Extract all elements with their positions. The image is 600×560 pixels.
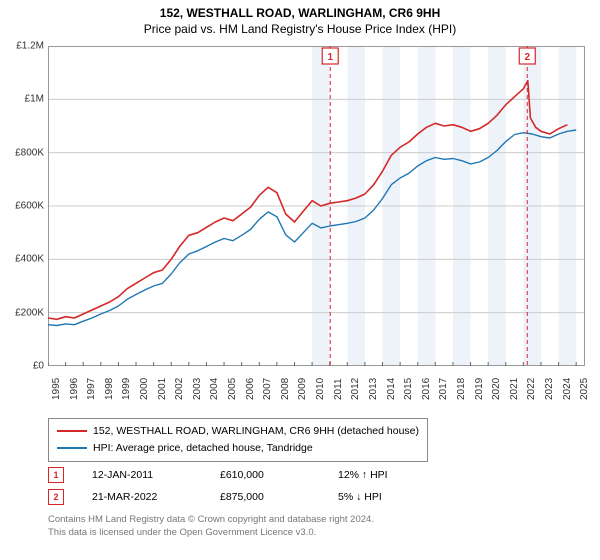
x-tick-label: 2009 — [297, 378, 308, 400]
footer-line1: Contains HM Land Registry data © Crown c… — [48, 514, 374, 527]
x-tick-label: 2003 — [192, 378, 203, 400]
x-tick-label: 2021 — [509, 378, 520, 400]
transaction-price: £610,000 — [220, 469, 310, 481]
x-tick-label: 2008 — [280, 378, 291, 400]
x-tick-label: 1995 — [51, 378, 62, 400]
x-tick-label: 2016 — [421, 378, 432, 400]
x-tick-label: 2000 — [139, 378, 150, 400]
x-tick-label: 2002 — [174, 378, 185, 400]
x-tick-label: 1999 — [121, 378, 132, 400]
x-tick-label: 2011 — [333, 378, 344, 400]
y-tick-label: £1.2M — [16, 41, 44, 52]
y-tick-label: £1M — [25, 94, 44, 105]
footer-attrib: Contains HM Land Registry data © Crown c… — [48, 514, 374, 540]
transaction-marker: 1 — [48, 467, 64, 483]
footer-line2: This data is licensed under the Open Gov… — [48, 527, 374, 540]
legend-row: HPI: Average price, detached house, Tand… — [57, 440, 419, 457]
y-tick-label: £400K — [15, 254, 44, 265]
legend-label: 152, WESTHALL ROAD, WARLINGHAM, CR6 9HH … — [93, 423, 419, 440]
transaction-row: 1 12-JAN-2011 £610,000 12% ↑ HPI — [48, 464, 388, 486]
chart-title-line1: 152, WESTHALL ROAD, WARLINGHAM, CR6 9HH — [0, 0, 600, 20]
transaction-date: 12-JAN-2011 — [92, 469, 192, 481]
y-tick-label: £800K — [15, 147, 44, 158]
x-tick-label: 1996 — [69, 378, 80, 400]
x-tick-label: 2024 — [562, 378, 573, 400]
x-tick-label: 1997 — [86, 378, 97, 400]
y-tick-label: £200K — [15, 307, 44, 318]
legend-label: HPI: Average price, detached house, Tand… — [93, 440, 313, 457]
legend-row: 152, WESTHALL ROAD, WARLINGHAM, CR6 9HH … — [57, 423, 419, 440]
x-tick-label: 2006 — [245, 378, 256, 400]
transaction-delta: 12% ↑ HPI — [338, 469, 388, 481]
x-tick-label: 2013 — [368, 378, 379, 400]
series-legend: 152, WESTHALL ROAD, WARLINGHAM, CR6 9HH … — [48, 418, 428, 462]
chart-plot: 12 — [48, 46, 585, 366]
x-tick-label: 2020 — [491, 378, 502, 400]
svg-text:2: 2 — [524, 52, 530, 63]
transaction-delta: 5% ↓ HPI — [338, 491, 382, 503]
x-tick-label: 2004 — [209, 378, 220, 400]
x-tick-label: 2015 — [403, 378, 414, 400]
svg-text:1: 1 — [327, 52, 333, 63]
x-tick-label: 2023 — [544, 378, 555, 400]
x-tick-label: 2018 — [456, 378, 467, 400]
x-tick-label: 2022 — [526, 378, 537, 400]
y-tick-label: £600K — [15, 201, 44, 212]
transaction-price: £875,000 — [220, 491, 310, 503]
transaction-row: 2 21-MAR-2022 £875,000 5% ↓ HPI — [48, 486, 388, 508]
transaction-table: 1 12-JAN-2011 £610,000 12% ↑ HPI 2 21-MAR-202… — [48, 464, 388, 508]
x-tick-label: 2012 — [350, 378, 361, 400]
y-axis: £0£200K£400K£600K£800K£1M£1.2M — [0, 46, 48, 366]
transaction-date: 21-MAR-2022 — [92, 491, 192, 503]
x-tick-label: 2019 — [474, 378, 485, 400]
x-tick-label: 2017 — [438, 378, 449, 400]
x-tick-label: 2010 — [315, 378, 326, 400]
x-tick-label: 1998 — [104, 378, 115, 400]
x-tick-label: 2014 — [386, 378, 397, 400]
legend-swatch — [57, 430, 87, 432]
legend-swatch — [57, 447, 87, 449]
transaction-marker: 2 — [48, 489, 64, 505]
x-tick-label: 2007 — [262, 378, 273, 400]
chart-title-line2: Price paid vs. HM Land Registry's House … — [0, 20, 600, 36]
x-tick-label: 2001 — [157, 378, 168, 400]
x-tick-label: 2005 — [227, 378, 238, 400]
y-tick-label: £0 — [33, 361, 44, 372]
x-tick-label: 2025 — [579, 378, 590, 400]
